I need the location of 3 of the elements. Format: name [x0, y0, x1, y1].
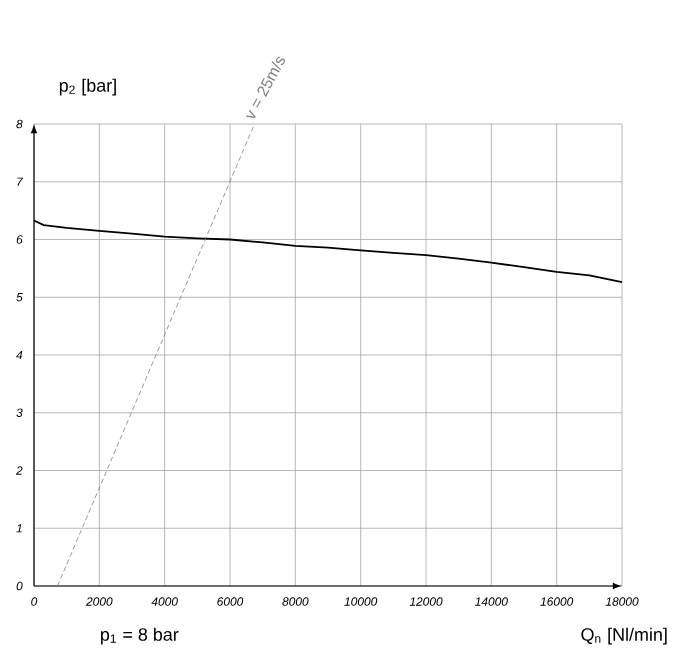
y-axis-title: p$_{2}$ [bar] — [59, 78, 116, 96]
text: p$_{1}$ = 8 bar — [101, 627, 179, 645]
x-axis-title: Q$_{n}$ [Nl/min] — [581, 627, 667, 645]
